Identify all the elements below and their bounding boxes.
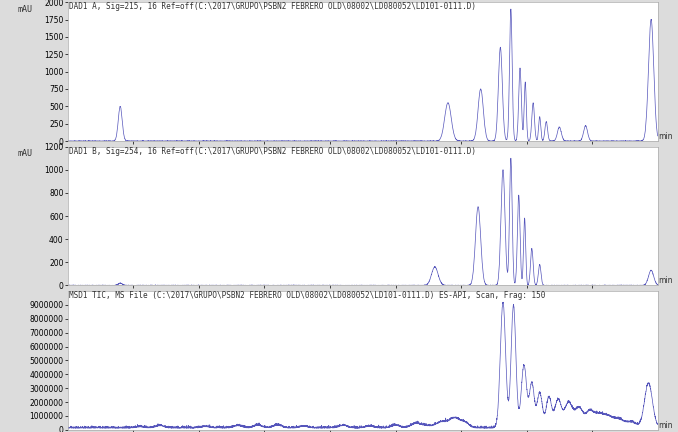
Text: min: min <box>658 132 673 141</box>
Text: DAD1 A, Sig=215, 16 Ref=off(C:\2017\GRUPO\PSBN2 FEBRERO OLD\08002\LD080052\LD101: DAD1 A, Sig=215, 16 Ref=off(C:\2017\GRUP… <box>69 2 476 11</box>
Text: min: min <box>658 276 673 286</box>
Text: mAU: mAU <box>18 5 33 14</box>
Text: DAD1 B, Sig=254, 16 Ref=off(C:\2017\GRUPO\PSBN2 FEBRERO OLD\08002\LD080052\LD101: DAD1 B, Sig=254, 16 Ref=off(C:\2017\GRUP… <box>69 146 476 156</box>
Text: min: min <box>658 421 673 430</box>
Text: MSD1 TIC, MS File (C:\2017\GRUPO\PSBN2 FEBRERO OLD\08002\LD080052\LD101-0111.D) : MSD1 TIC, MS File (C:\2017\GRUPO\PSBN2 F… <box>69 291 545 300</box>
Text: mAU: mAU <box>18 149 33 159</box>
